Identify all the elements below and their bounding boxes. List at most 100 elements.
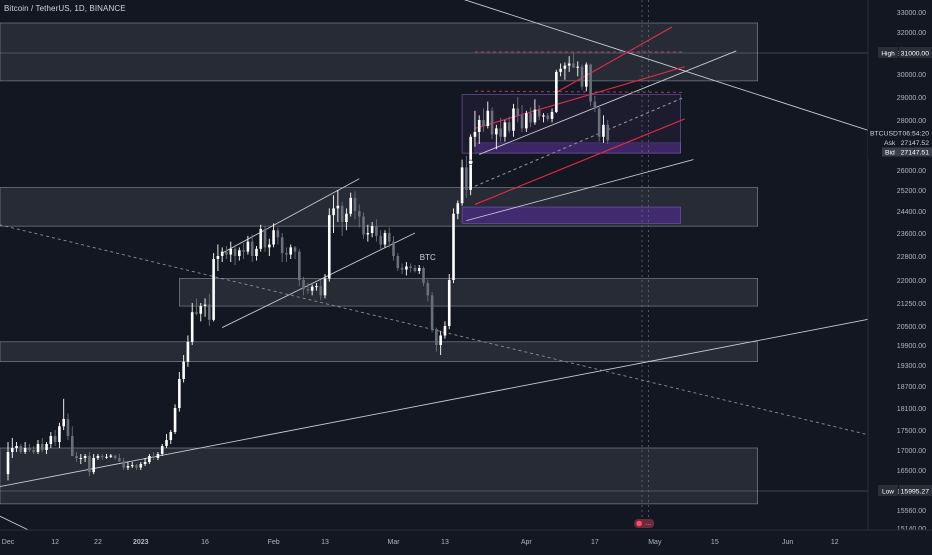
- candle-body: [250, 241, 254, 256]
- time-tick-label[interactable]: 12: [51, 539, 59, 546]
- time-tick-label[interactable]: 16: [201, 539, 209, 546]
- time-tick-label[interactable]: 17: [591, 539, 599, 546]
- price-tick-label[interactable]: 32000.00: [897, 30, 926, 37]
- candle-body: [310, 286, 314, 291]
- candle-body: [323, 278, 327, 296]
- price-tick-label[interactable]: 28000.00: [897, 118, 926, 125]
- candle-body: [186, 341, 190, 362]
- candle-body: [28, 448, 31, 450]
- candle-body: [203, 304, 207, 307]
- time-tick-label[interactable]: Mar: [388, 539, 401, 546]
- bid-label: Bid: [885, 149, 895, 156]
- time-tick-label[interactable]: Jun: [782, 539, 793, 546]
- time-axis[interactable]: Dec 12 22 2023 16 Feb 13 Mar 13 Apr 17 May 15 Jun 12 ··…: [0, 519, 932, 550]
- time-axis-bg: [0, 530, 932, 550]
- candle-body: [96, 456, 100, 458]
- candle-body: [340, 205, 344, 222]
- candle-body: [160, 446, 164, 454]
- candle-body: [542, 115, 545, 117]
- candle-body: [490, 110, 494, 135]
- candle-body: [499, 128, 502, 137]
- candle-body: [6, 452, 10, 475]
- candle-body: [405, 266, 408, 270]
- time-tick-label[interactable]: 12: [831, 539, 839, 546]
- candle-body: [130, 465, 134, 467]
- time-tick-label[interactable]: Feb: [268, 539, 280, 546]
- channel-line: [474, 96, 686, 187]
- candle-body: [516, 108, 520, 116]
- bid-value: 27147.51: [901, 149, 930, 156]
- candle-body: [70, 436, 74, 456]
- candle-body: [546, 115, 550, 119]
- candle-body: [332, 208, 335, 216]
- candle-body: [208, 304, 211, 320]
- price-tick-label[interactable]: 17000.00: [897, 448, 926, 455]
- time-tick-label[interactable]: 15: [711, 539, 719, 546]
- countdown-label: 06:54:20: [903, 130, 930, 137]
- price-tick-label[interactable]: 22800.00: [897, 254, 926, 261]
- candle-body: [387, 233, 391, 242]
- time-tick-label[interactable]: Apr: [521, 539, 533, 546]
- candle-body: [58, 426, 61, 442]
- candle-body: [255, 248, 258, 256]
- low-tag: Low: [882, 489, 894, 496]
- time-tick-label[interactable]: 22: [94, 539, 102, 546]
- candle-body: [229, 248, 233, 255]
- candle-body: [383, 233, 387, 245]
- price-tick-label[interactable]: 16500.00: [897, 468, 926, 475]
- time-tick-label[interactable]: 13: [321, 539, 329, 546]
- candle-body: [525, 113, 528, 129]
- price-tick-label[interactable]: 19300.00: [897, 363, 926, 370]
- candle-body: [447, 280, 451, 326]
- candle-body: [362, 216, 365, 235]
- candle-body: [533, 109, 537, 123]
- price-tick-label[interactable]: 26000.00: [897, 168, 926, 175]
- candle-body: [602, 124, 605, 137]
- time-tick-label[interactable]: May: [648, 539, 662, 546]
- candle-body: [169, 432, 173, 440]
- candle-body: [460, 167, 464, 204]
- candle-body: [572, 63, 575, 68]
- price-tick-label[interactable]: 17500.00: [897, 428, 926, 435]
- candle-body: [465, 167, 468, 190]
- highlight-zone: [461, 206, 681, 224]
- replay-icon[interactable]: [636, 520, 642, 527]
- price-tick-label[interactable]: 18700.00: [897, 384, 926, 391]
- candle-body: [178, 379, 181, 408]
- channel-line: [474, 118, 686, 205]
- symbol-label: BTCUSDT: [870, 130, 902, 137]
- candle-body: [113, 455, 117, 458]
- candle-body: [555, 71, 558, 112]
- btc-annotation: BTC: [420, 253, 436, 262]
- time-tick-label[interactable]: Dec: [2, 539, 15, 546]
- price-tick-label[interactable]: 23600.00: [897, 231, 926, 238]
- marker-dot: [468, 159, 474, 165]
- candle-body: [182, 361, 185, 379]
- price-tick-label[interactable]: 24400.00: [897, 209, 926, 216]
- price-tick-label[interactable]: 18100.00: [897, 406, 926, 413]
- candle-body: [272, 230, 275, 245]
- candle-body: [563, 65, 567, 69]
- candle-body: [520, 115, 524, 129]
- price-tick-label[interactable]: 19900.00: [897, 343, 926, 350]
- candle-body: [357, 211, 361, 217]
- candle-body: [507, 122, 511, 131]
- price-tick-label[interactable]: 20500.00: [897, 324, 926, 331]
- price-tick-label[interactable]: 30000.00: [897, 72, 926, 79]
- price-tick-label[interactable]: 21250.00: [897, 301, 926, 308]
- price-tick-label[interactable]: 15560.00: [897, 508, 926, 515]
- price-tick-label[interactable]: 29000.00: [897, 95, 926, 102]
- candle-body: [216, 256, 220, 259]
- low-tag-bg: [878, 485, 898, 496]
- price-tick-label[interactable]: 25200.00: [897, 188, 926, 195]
- candle-body: [135, 465, 138, 468]
- candle-body: [576, 66, 580, 68]
- high-tag-bg: [878, 47, 898, 58]
- time-tick-label[interactable]: 2023: [133, 539, 149, 546]
- price-tick-label[interactable]: 33000.00: [897, 10, 926, 17]
- price-tick-label[interactable]: 22000.00: [897, 278, 926, 285]
- price-axis[interactable]: 33000.00 32000.00 31000.00 30000.00 29000.00…: [867, 0, 932, 533]
- time-tick-label[interactable]: 13: [441, 539, 449, 546]
